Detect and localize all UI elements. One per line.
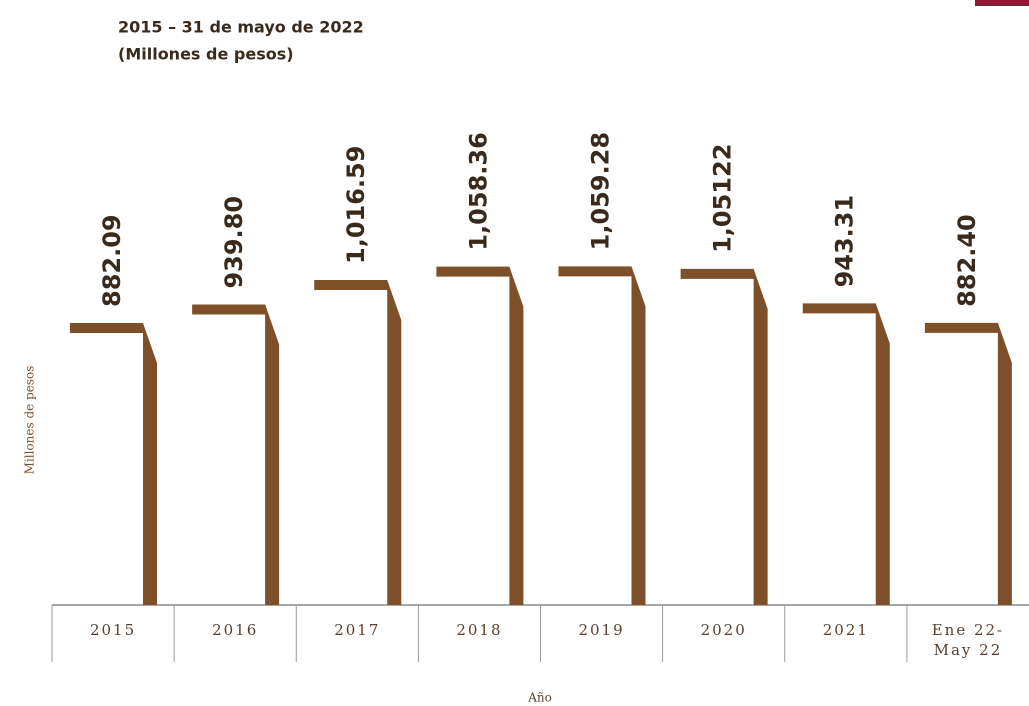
chart-title: 2015 – 31 de mayo de 2022 bbox=[118, 18, 364, 37]
chart-subtitle: (Millones de pesos) bbox=[118, 45, 294, 64]
bar bbox=[680, 268, 768, 605]
bar bbox=[924, 322, 1012, 605]
bar bbox=[802, 303, 890, 605]
bar bbox=[314, 279, 402, 605]
value-label: 939.80 bbox=[220, 196, 248, 289]
x-tick-label: 2015 bbox=[89, 621, 137, 639]
x-tick-label: 2021 bbox=[822, 621, 869, 639]
value-label: 1,05122 bbox=[709, 144, 737, 253]
value-label: 1,016.59 bbox=[342, 146, 370, 264]
x-tick-label: 2018 bbox=[456, 621, 503, 639]
bar bbox=[192, 304, 280, 605]
x-tick-label: 2019 bbox=[578, 621, 625, 639]
corner-accent bbox=[975, 0, 1029, 6]
bar bbox=[436, 266, 524, 605]
x-tick-label: 2017 bbox=[334, 621, 381, 639]
bar bbox=[70, 322, 157, 605]
x-tick-label: Ene 22-May 22 bbox=[931, 621, 1005, 659]
value-label: 882.09 bbox=[98, 214, 126, 307]
y-axis-label: Millones de pesos bbox=[23, 366, 37, 475]
value-label: 943.31 bbox=[831, 195, 859, 288]
x-axis-label: Año bbox=[527, 691, 552, 705]
bar bbox=[558, 266, 646, 605]
value-label: 1,059.28 bbox=[587, 132, 615, 250]
value-label: 1,058.36 bbox=[464, 132, 492, 250]
value-label: 882.40 bbox=[953, 214, 981, 307]
x-tick-label: 2020 bbox=[700, 621, 747, 639]
x-tick-label: 2016 bbox=[212, 621, 259, 639]
